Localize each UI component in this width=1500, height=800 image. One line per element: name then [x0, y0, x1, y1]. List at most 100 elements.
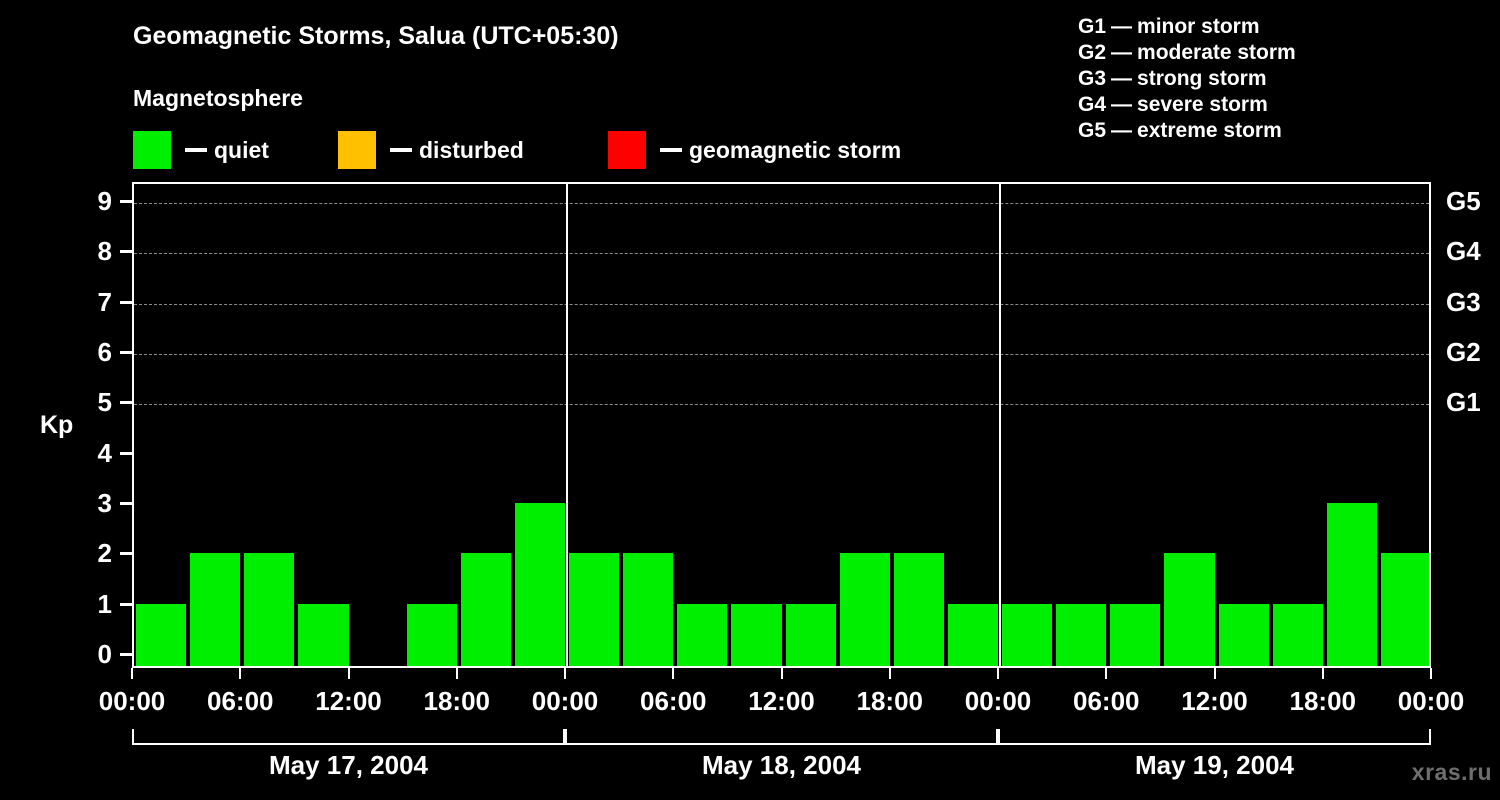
y-tick-mark-1 — [120, 602, 132, 606]
y-tick-mark-5 — [120, 401, 132, 405]
gridline-kp-8 — [134, 253, 1429, 255]
x-tick-label-1: 06:00 — [207, 686, 274, 716]
g-scale-legend: G1— minor storm G2— moderate storm G3— strong… — [1078, 14, 1296, 144]
legend-item-label: quiet — [214, 136, 269, 163]
x-tick-label-4: 00:00 — [531, 686, 599, 716]
bar-kp — [677, 603, 728, 666]
bar-kp — [785, 603, 836, 666]
bar-kp — [947, 603, 998, 666]
g-legend-code: G2 — [1078, 41, 1107, 64]
bar-kp — [893, 553, 944, 666]
section-title-magnetosphere: Magnetosphere — [133, 85, 303, 111]
legend-item-1: disturbed — [338, 131, 524, 169]
x-tick-label-3: 18:00 — [423, 686, 491, 716]
bar-kp — [1218, 603, 1269, 666]
plot-area — [132, 182, 1431, 668]
y-tick-mark-4 — [120, 451, 132, 455]
x-tick-mark-8 — [997, 668, 999, 679]
bar-kp — [1110, 603, 1161, 666]
y-tick-label-0: 0 — [97, 639, 112, 669]
x-tick-mark-12 — [1430, 668, 1432, 679]
x-tick-label-7: 18:00 — [856, 686, 924, 716]
bar-kp — [190, 553, 241, 666]
disturbed-swatch — [338, 131, 376, 169]
x-tick-label-6: 12:00 — [748, 686, 815, 716]
bar-kp — [1002, 603, 1053, 666]
bar-kp — [136, 603, 187, 666]
x-tick-label-11: 18:00 — [1289, 686, 1357, 716]
g-legend-text: minor storm — [1137, 15, 1260, 38]
y-tick-mark-0 — [120, 653, 132, 656]
watermark: xras.ru — [1411, 759, 1492, 785]
x-tick-label-8: 00:00 — [964, 686, 1032, 716]
x-tick-mark-3 — [455, 668, 458, 679]
x-tick-mark-7 — [888, 668, 891, 679]
g-legend-code: G4 — [1078, 93, 1107, 116]
legend-item-2: geomagnetic storm — [608, 131, 901, 169]
legend-dash-icon — [390, 148, 412, 152]
g-legend-text: extreme storm — [1137, 119, 1282, 142]
x-tick-label-9: 06:00 — [1073, 686, 1140, 716]
g-legend-dash-icon: — — [1111, 15, 1133, 38]
right-tick-label-g3: G3 — [1446, 286, 1481, 317]
right-tick-label-g1: G1 — [1446, 387, 1481, 418]
day-bracket-3 — [998, 729, 1431, 745]
x-tick-mark-0 — [131, 668, 133, 679]
bar-kp — [569, 553, 620, 666]
gridline-kp-6 — [134, 354, 1429, 355]
x-tick-label-10: 12:00 — [1181, 686, 1248, 716]
legend-item-0: quiet — [133, 131, 269, 169]
bar-kp — [460, 553, 511, 666]
legend-item-label: disturbed — [419, 136, 524, 163]
x-tick-label-2: 12:00 — [315, 686, 382, 716]
day-label-3: May 19, 2004 — [1134, 750, 1294, 780]
right-tick-label-g4: G4 — [1446, 236, 1481, 267]
y-tick-mark-3 — [120, 502, 132, 505]
g-legend-row-g1: G1— minor storm — [1078, 14, 1296, 40]
y-tick-label-1: 1 — [97, 588, 112, 619]
bar-kp — [1326, 503, 1377, 666]
y-tick-label-3: 3 — [97, 488, 112, 518]
bar-kp — [839, 553, 890, 666]
day-separator-2 — [999, 184, 1001, 666]
right-tick-label-g5: G5 — [1446, 186, 1481, 216]
legend-dash-icon — [660, 148, 682, 152]
y-tick-label-4: 4 — [97, 437, 112, 468]
y-tick-label-2: 2 — [97, 538, 112, 569]
y-tick-label-7: 7 — [97, 286, 112, 317]
bar-kp — [731, 603, 782, 666]
bar-kp — [1380, 553, 1429, 666]
g-legend-dash-icon: — — [1111, 93, 1133, 116]
quiet-swatch — [133, 131, 171, 169]
bar-kp — [406, 603, 457, 666]
y-tick-mark-9 — [120, 200, 132, 203]
y-tick-label-5: 5 — [97, 387, 112, 418]
day-label-2: May 18, 2004 — [701, 750, 861, 780]
x-tick-mark-6 — [780, 668, 783, 679]
g-legend-row-g2: G2— moderate storm — [1078, 40, 1296, 66]
bar-kp — [298, 603, 349, 666]
g-legend-text: severe storm — [1137, 93, 1268, 116]
storm-swatch — [608, 131, 646, 169]
x-tick-mark-4 — [564, 668, 566, 679]
g-legend-code: G5 — [1078, 119, 1107, 142]
g-legend-dash-icon: — — [1111, 41, 1133, 64]
x-tick-mark-5 — [672, 668, 675, 679]
x-tick-label-5: 06:00 — [640, 686, 707, 716]
g-legend-text: moderate storm — [1137, 41, 1296, 64]
g-legend-row-g4: G4— severe storm — [1078, 92, 1296, 118]
day-bracket-1 — [132, 729, 565, 745]
g-legend-code: G1 — [1078, 15, 1107, 38]
bars-layer — [134, 184, 1429, 666]
g-legend-row-g3: G3— strong storm — [1078, 66, 1296, 92]
y-tick-label-8: 8 — [97, 236, 112, 267]
x-tick-mark-10 — [1213, 668, 1216, 679]
g-legend-dash-icon: — — [1111, 119, 1133, 142]
day-separator-1 — [566, 184, 568, 666]
bar-kp — [623, 553, 674, 666]
legend-item-label: geomagnetic storm — [689, 136, 902, 163]
y-tick-label-6: 6 — [97, 337, 112, 367]
y-axis-title: Kp — [40, 411, 74, 439]
g-legend-text: strong storm — [1137, 67, 1267, 90]
